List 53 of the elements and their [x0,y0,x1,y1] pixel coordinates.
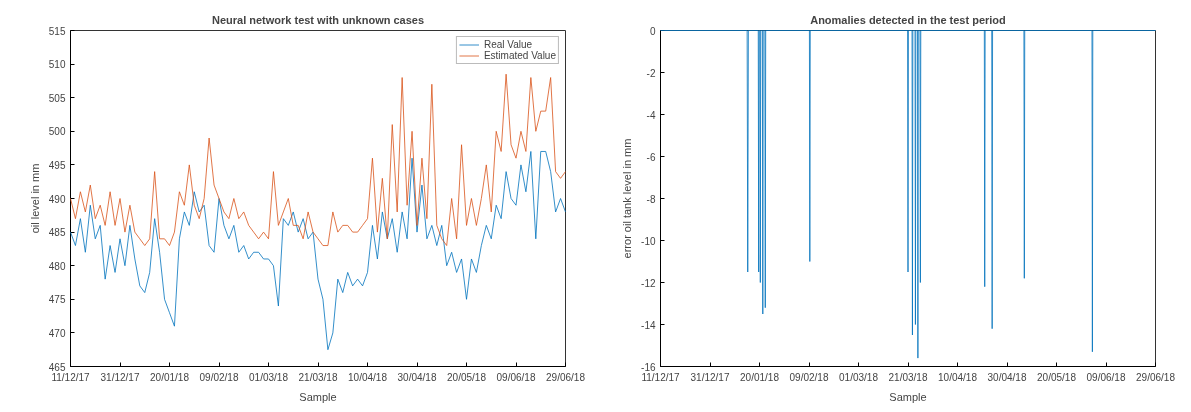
y-tick-label: -10 [641,235,656,247]
x-tick-label: 10/04/18 [348,371,388,383]
y-tick-label: 510 [48,59,66,71]
y-tick-label: 500 [48,126,66,138]
x-tick-label: 20/05/18 [1037,371,1077,383]
x-tick-label: 09/06/18 [1086,371,1126,383]
x-tick-label: 20/01/18 [150,371,190,383]
y-tick-label: 505 [48,92,66,104]
x-tick-label: 20/05/18 [447,371,487,383]
y-tick-label: 515 [48,25,66,37]
line-series [70,73,566,246]
legend-label: Real Value [483,39,533,50]
x-tick-label: 11/12/17 [641,371,681,383]
x-tick-label: 09/02/18 [789,371,829,383]
x-tick-label: 29/06/18 [1136,371,1176,383]
chart-title: Anomalies detected in the test period [810,13,1006,26]
line-series [70,151,566,351]
x-tick-label: 29/06/18 [546,371,586,383]
x-tick-label: 31/12/17 [690,371,730,383]
x-axis-title: Sample [299,390,337,403]
y-tick-label: -8 [646,193,656,205]
x-tick-label: 31/12/17 [100,371,140,383]
x-tick-label: 21/03/18 [298,371,338,383]
y-tick-label: 465 [48,361,66,373]
y-tick-label: -6 [646,151,656,163]
chart-title: Neural network test with unknown cases [211,13,425,26]
x-axis-title: Sample [889,390,927,403]
x-tick-label: 21/03/18 [888,371,928,383]
y-tick-label: 485 [48,227,66,239]
y-tick-label: 495 [48,159,66,171]
y-tick-label: 0 [649,25,656,37]
x-tick-label: 09/02/18 [199,371,239,383]
y-tick-label: 475 [48,294,66,306]
x-tick-label: 30/04/18 [397,371,437,383]
y-axis-title: oil level in mm [28,163,41,234]
x-tick-label: 01/03/18 [839,371,879,383]
y-tick-label: -16 [641,361,656,373]
y-tick-label: -14 [641,319,656,331]
y-tick-label: 490 [48,193,66,205]
x-tick-label: 11/12/17 [51,371,91,383]
x-tick-label: 10/04/18 [938,371,978,383]
y-tick-label: 470 [48,327,66,339]
y-tick-label: -12 [641,277,656,289]
x-tick-label: 01/03/18 [249,371,289,383]
y-tick-label: -2 [646,67,656,79]
line-series [660,30,1156,359]
x-tick-label: 20/01/18 [740,371,780,383]
y-tick-label: 480 [48,260,66,272]
x-tick-label: 09/06/18 [496,371,536,383]
legend-label: Estimated Value [483,50,556,61]
y-tick-label: -4 [646,109,656,121]
x-tick-label: 30/04/18 [987,371,1027,383]
y-axis-title: error oil tank level in mm [621,138,634,259]
